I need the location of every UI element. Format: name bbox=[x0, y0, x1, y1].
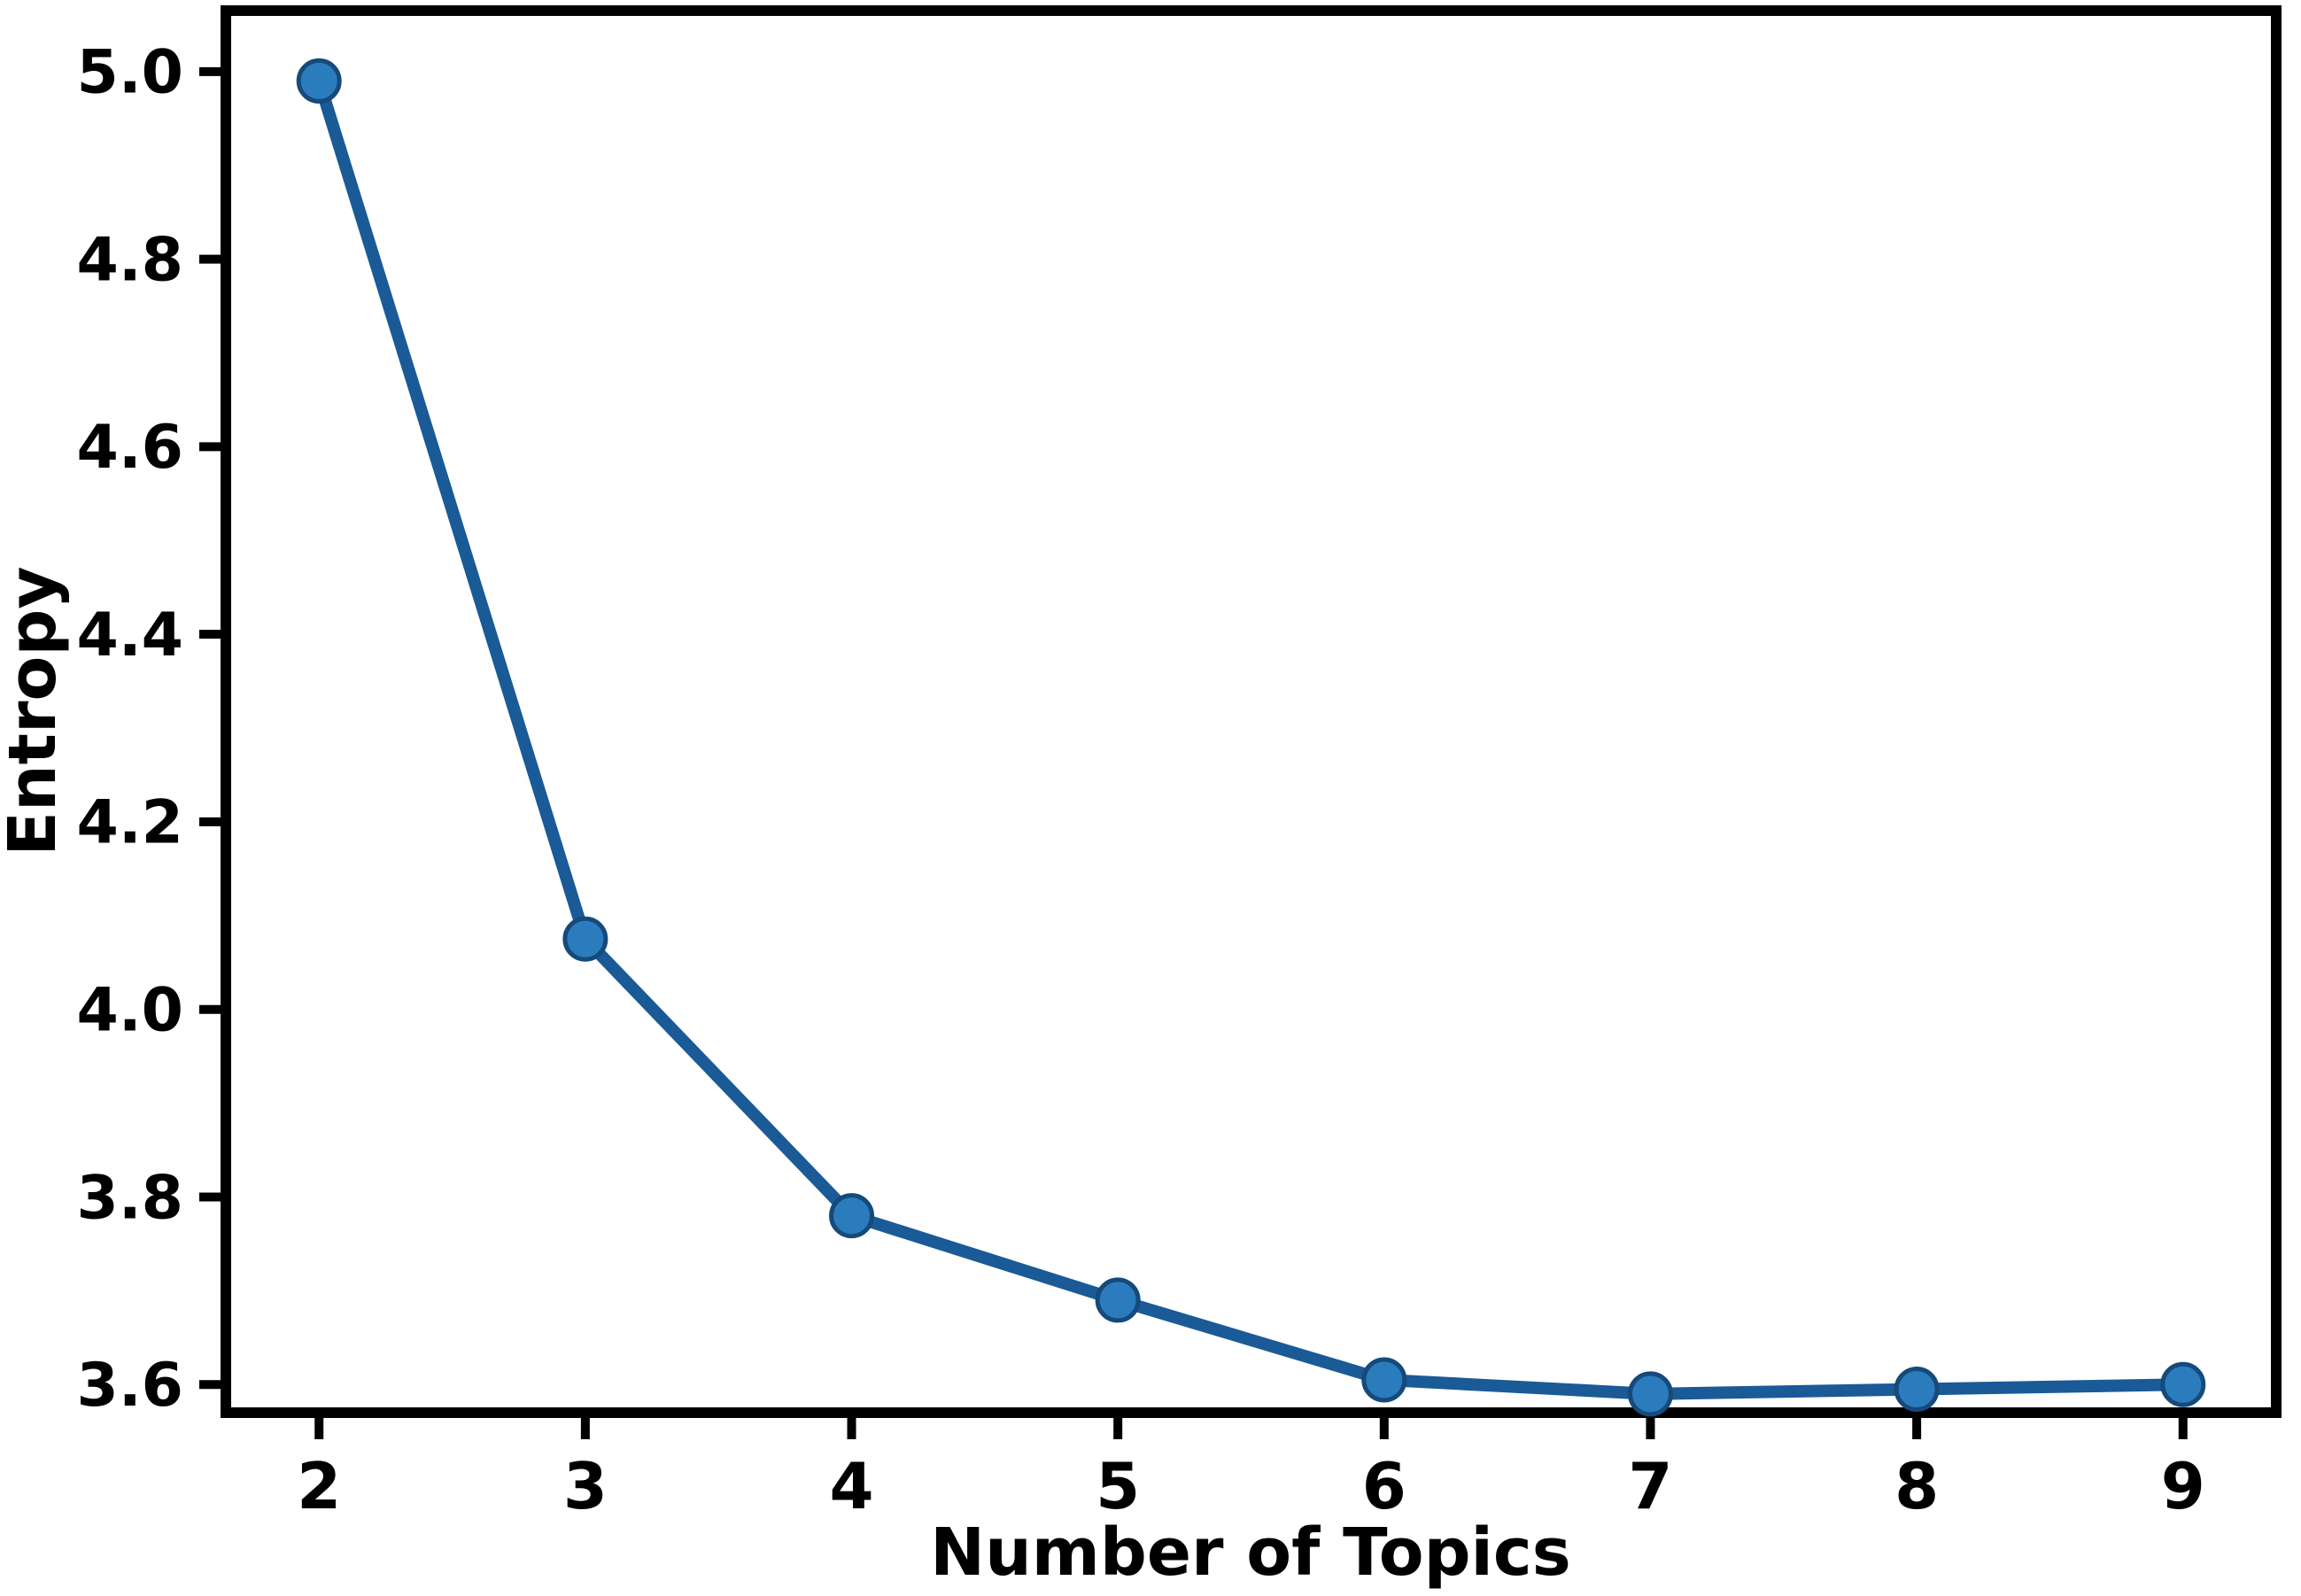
data-point bbox=[562, 916, 608, 962]
axis-ticks: 3.6 3.8 4.0 4.2 4.4 4.6 4.8 5.0 2 3 4 5 6 7 8 9 bbox=[77, 38, 2205, 1523]
x-tick-label: 7 bbox=[1628, 1449, 1672, 1523]
y-tick-label: 4.6 bbox=[77, 413, 183, 483]
data-point bbox=[1361, 1357, 1407, 1403]
y-tick-label: 3.8 bbox=[77, 1163, 183, 1233]
y-tick-label: 4.8 bbox=[77, 225, 183, 295]
x-tick-label: 6 bbox=[1362, 1449, 1406, 1523]
y-tick-label: 4.0 bbox=[77, 975, 183, 1045]
data-point bbox=[296, 58, 342, 104]
y-tick-label: 4.2 bbox=[77, 788, 183, 858]
y-tick-label: 3.6 bbox=[77, 1351, 183, 1421]
x-tick-label: 8 bbox=[1894, 1449, 1939, 1523]
data-point bbox=[1095, 1277, 1141, 1323]
x-tick-label: 4 bbox=[829, 1449, 873, 1523]
data-point bbox=[1627, 1371, 1673, 1417]
y-tick-label: 4.4 bbox=[77, 600, 183, 670]
plot-area bbox=[221, 5, 2282, 1418]
data-point bbox=[2160, 1361, 2206, 1407]
x-tick-label: 3 bbox=[563, 1449, 608, 1523]
y-tick-label: 5.0 bbox=[77, 38, 183, 108]
data-point bbox=[1894, 1367, 1940, 1413]
x-tick-label: 2 bbox=[297, 1449, 341, 1523]
x-tick-label: 5 bbox=[1096, 1449, 1140, 1523]
x-axis-label: Number of Topics bbox=[930, 1515, 1571, 1591]
y-axis-label: Entropy bbox=[0, 566, 71, 856]
data-point bbox=[829, 1193, 875, 1239]
entropy-line bbox=[313, 74, 2189, 1400]
x-tick-label: 9 bbox=[2161, 1449, 2205, 1523]
data-series bbox=[296, 58, 2206, 1417]
